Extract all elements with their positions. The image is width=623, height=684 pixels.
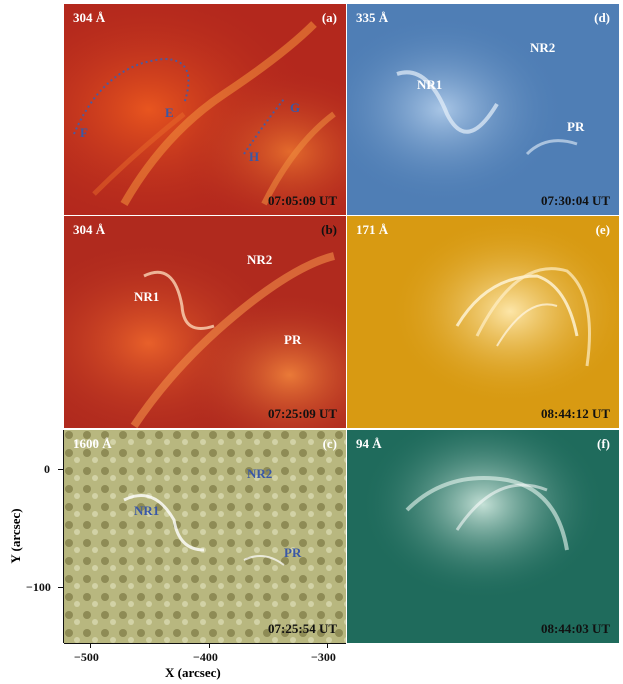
panel-e-time: 08:44:12 UT: [541, 406, 610, 421]
panel-a-wavelength: 304 Å: [73, 10, 106, 25]
panel-d-image: [347, 4, 619, 215]
panel-b-wavelength: 304 Å: [73, 222, 106, 237]
x-tick-label-minus400: −400: [193, 650, 218, 664]
panel-e-letter: (e): [595, 222, 610, 237]
panel-b-image: [64, 216, 346, 428]
label-pr: PR: [284, 545, 302, 560]
panel-a-image: [64, 4, 346, 215]
panel-d: 335 Å (d) 07:30:04 UT NR1 NR2 PR: [347, 4, 619, 215]
label-nr2: NR2: [530, 40, 556, 55]
panel-c-time: 07:25:54 UT: [268, 621, 337, 636]
panel-f-letter: (f): [597, 436, 610, 451]
label-pr: PR: [284, 332, 302, 347]
panel-a-time: 07:05:09 UT: [268, 193, 337, 208]
panel-c-letter: (c): [322, 436, 337, 451]
x-axis-label: X (arcsec): [165, 665, 221, 680]
panel-d-time: 07:30:04 UT: [541, 193, 610, 208]
panel-b: 304 Å (b) 07:25:09 UT NR1 NR2 PR: [64, 216, 346, 428]
y-tick-minus100: [58, 587, 63, 588]
y-tick-label-0: 0: [44, 462, 50, 476]
label-e: E: [165, 105, 174, 120]
panel-e-image: [347, 216, 619, 428]
panel-d-letter: (d): [594, 10, 610, 25]
panel-e-wavelength: 171 Å: [356, 222, 389, 237]
y-axis-label: Y (arcsec): [8, 508, 23, 564]
x-tick-label-minus300: −300: [311, 650, 336, 664]
label-nr1: NR1: [417, 77, 443, 92]
panel-f-image: [347, 430, 619, 643]
label-pr: PR: [567, 119, 585, 134]
panel-f-wavelength: 94 Å: [356, 436, 382, 451]
x-tick-minus500: [90, 643, 91, 648]
panel-e: 171 Å (e) 08:44:12 UT: [347, 216, 619, 428]
panel-b-letter: (b): [321, 222, 337, 237]
panel-c-wavelength: 1600 Å: [73, 436, 112, 451]
panel-f-time: 08:44:03 UT: [541, 621, 610, 636]
y-tick-label-minus100: −100: [26, 580, 51, 594]
panel-a: 304 Å (a) 07:05:09 UT F E G H: [64, 4, 346, 215]
label-nr1: NR1: [134, 289, 160, 304]
x-tick-label-minus500: −500: [74, 650, 99, 664]
panel-d-wavelength: 335 Å: [356, 10, 389, 25]
label-nr1: NR1: [134, 503, 160, 518]
x-axis-line: [64, 643, 346, 644]
panel-f: 94 Å (f) 08:44:03 UT: [347, 430, 619, 643]
x-tick-minus400: [209, 643, 210, 648]
panel-c: 1600 Å (c) 07:25:54 UT NR1 NR2 PR: [64, 430, 346, 643]
panel-a-letter: (a): [321, 10, 337, 25]
label-nr2: NR2: [247, 252, 273, 267]
panel-b-time: 07:25:09 UT: [268, 406, 337, 421]
label-g: G: [290, 100, 301, 115]
label-nr2: NR2: [247, 466, 273, 481]
panel-c-image: [64, 430, 346, 643]
label-h: H: [249, 149, 260, 164]
y-axis-line: [63, 430, 64, 643]
y-tick-0: [58, 469, 63, 470]
x-tick-minus300: [327, 643, 328, 648]
label-f: F: [80, 125, 88, 140]
